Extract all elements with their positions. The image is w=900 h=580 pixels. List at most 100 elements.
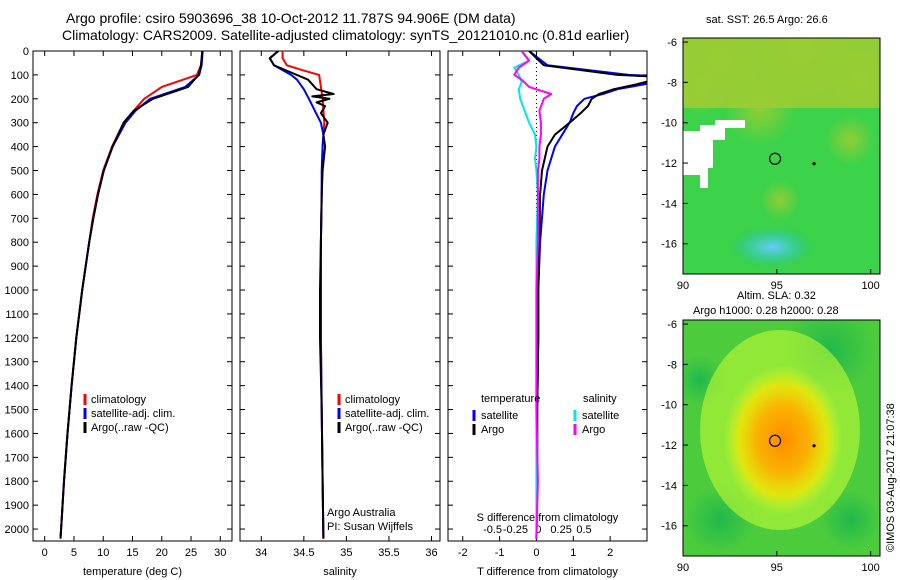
map-y-tick-label: -6	[667, 319, 677, 331]
y-tick-label: 700	[11, 213, 29, 225]
sst-missing-data	[683, 120, 745, 188]
y-tick-label: 1200	[5, 333, 29, 345]
y-tick-label: 1400	[5, 381, 29, 393]
map-y-tick-label: -12	[661, 158, 677, 170]
map-y-tick-label: -16	[661, 239, 677, 251]
y-tick-label: 1800	[5, 476, 29, 488]
map-x-tick-label: 95	[771, 562, 783, 574]
x-axis-label: salinity	[323, 566, 357, 578]
legend-label: Argo	[481, 424, 504, 436]
legend-label: climatology	[91, 394, 147, 406]
y-tick-label: 1100	[5, 309, 29, 321]
sst-warm-patch	[683, 65, 725, 115]
x-tick-label: 30	[214, 547, 226, 559]
annotation-line-1: Argo Australia	[327, 507, 396, 519]
sst-map-title: sat. SST: 26.5 Argo: 26.6	[706, 14, 828, 26]
y-tick-label: 200	[11, 94, 29, 106]
map-x-tick-label: 90	[677, 280, 689, 292]
x-axis-label: T difference from climatology	[477, 566, 618, 578]
y-tick-label: 500	[11, 166, 29, 178]
x-tick-label: -2	[458, 547, 468, 559]
map-y-tick-label: -8	[667, 359, 677, 371]
sst-warm-patch	[830, 50, 880, 110]
y-tick-label: 0	[23, 46, 29, 58]
x-tick-label: 34.5	[293, 547, 314, 559]
legend-label: Argo(..raw -QC)	[345, 422, 423, 434]
x-tick-label: 0	[42, 547, 48, 559]
x-tick-label: 25	[185, 547, 197, 559]
map-x-tick-label: 95	[771, 280, 783, 292]
map-sst-map: 90 95 100 -6 -8 -10 -12 -14 -16	[661, 37, 881, 292]
y-tick-label: 2000	[5, 524, 29, 536]
map-y-tick-label: -14	[661, 480, 677, 492]
map-y-tick-label: -12	[661, 440, 677, 452]
x-tick-label: 36	[425, 547, 437, 559]
x-tick-label: 34	[255, 547, 267, 559]
title-line-2: Climatology: CARS2009. Satellite-adjuste…	[62, 27, 630, 43]
x-tick-label: 20	[156, 547, 168, 559]
top-tick-label: 0.25	[550, 524, 571, 536]
argo-position-marker	[768, 434, 782, 447]
map-x-tick-label: 100	[861, 280, 879, 292]
y-tick-label: 900	[11, 261, 29, 273]
legend-label: climatology	[345, 394, 401, 406]
map-frame	[682, 37, 881, 275]
top-tick-label: -0.5	[483, 524, 502, 536]
map-field	[683, 320, 880, 556]
y-tick-label: 1500	[5, 405, 29, 417]
plot-frame	[239, 50, 441, 542]
x-axis-label-top: S difference from climatology	[477, 512, 619, 524]
y-tick-label: 600	[11, 189, 29, 201]
legend-label: satellite-adj. clim.	[345, 408, 429, 420]
series-line-1	[528, 51, 647, 539]
x-tick-label: 35	[340, 547, 352, 559]
argo-position-marker	[768, 152, 782, 165]
sst-cold-patch	[727, 225, 817, 269]
y-tick-label: 1000	[5, 285, 29, 297]
trajectory-dot	[812, 444, 816, 448]
legend-label: satellite-adj. clim.	[91, 408, 175, 420]
x-tick-label: 0	[533, 547, 539, 559]
panel-differences-from-climatology: -2 -1 0 1 2 T difference from climatology -0.5…	[447, 50, 648, 578]
legend-title-temperature: temperature	[481, 393, 540, 405]
title-line-1: Argo profile: csiro 5903696_38 10-Oct-20…	[66, 10, 516, 26]
sla-map-subtitle: Argo h1000: 0.28 h2000: 0.28	[693, 305, 839, 317]
top-tick-label: -0.25	[503, 524, 528, 536]
y-tick-label: 800	[11, 237, 29, 249]
map-y-tick-label: -16	[661, 521, 677, 533]
y-tick-label: 100	[11, 70, 29, 82]
x-tick-label: -1	[495, 547, 505, 559]
map-x-tick-label: 100	[861, 562, 879, 574]
map-y-tick-label: -8	[667, 77, 677, 89]
map-frame	[682, 319, 881, 557]
panel-salinity: 34 34.5 35 35.5 36 salinity climatology satelli…	[239, 50, 441, 578]
sla-map-title: Altim. SLA: 0.32	[737, 290, 816, 302]
trajectory-dot	[812, 162, 816, 166]
x-tick-label: 2	[607, 547, 613, 559]
map-y-tick-label: -6	[667, 37, 677, 49]
x-tick-label: 5	[71, 547, 77, 559]
y-tick-label: 1900	[5, 500, 29, 512]
x-axis-label: temperature (deg C)	[83, 566, 182, 578]
legend-label: satellite	[481, 410, 518, 422]
legend-label: satellite	[582, 410, 619, 422]
sla-low-patch	[820, 490, 880, 550]
series-line-3	[513, 51, 553, 539]
panel-temperature: 0 5 10 15 20 25 30 temperature (deg C) 0 100 200 30…	[5, 46, 233, 578]
map-y-tick-label: -10	[661, 118, 677, 130]
x-tick-label: 35.5	[378, 547, 399, 559]
plot-frame	[32, 50, 233, 542]
x-tick-label: 15	[126, 547, 138, 559]
sla-warm-patch	[723, 365, 843, 515]
series-line-2	[268, 51, 335, 539]
sst-warm-patch	[725, 75, 795, 145]
y-tick-label: 1700	[5, 452, 29, 464]
sst-warm-patch	[825, 115, 875, 165]
y-tick-label: 300	[11, 118, 29, 130]
annotation-line-2: PI: Susan Wijffels	[327, 521, 413, 533]
x-tick-label: 1	[570, 547, 576, 559]
top-tick-label: 0.5	[576, 524, 591, 536]
map-y-tick-label: -14	[661, 198, 677, 210]
map-x-tick-label: 90	[677, 562, 689, 574]
